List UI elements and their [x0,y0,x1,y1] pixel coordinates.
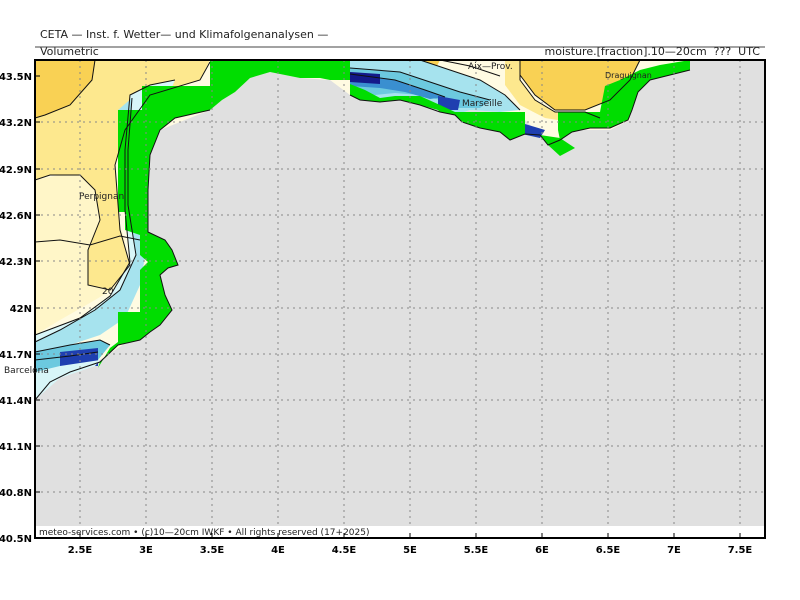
contour-line [519,60,601,119]
lon-tick-label: 6E [535,545,549,556]
lat-tick-label: 40.8N [0,488,32,499]
contour-line [519,59,641,111]
lon-tick-label: 3E [139,545,153,556]
longitude-axis: 2.5E 3E 3.5E 4E 4.5E 5E 5.5E 6E 6.5E 7E 7.5E [68,533,753,556]
mask-toulon-strip [558,60,690,140]
contour-value-label: 20 [102,287,114,297]
variable-unit-time: moisture.[fraction].10—20cm ??? UTC [544,45,760,58]
mask-islands [540,135,575,156]
lon-tick-label: 6.5E [596,545,621,556]
contour-line [419,59,521,111]
lon-tick-label: 2.5E [68,545,93,556]
contour-line [349,67,491,101]
map-title: CETA — Inst. f. Wetter— und Klimafolgena… [40,28,329,41]
lat-tick-label: 41.1N [0,442,32,453]
moisture-yellow-east [505,60,600,122]
city-label-aix: Aix—Prov. [468,62,513,72]
latitude-axis: 43.5N 43.2N 42.9N 42.6N 42.3N 42N 41.7N 41.4N 41… [0,72,40,545]
coastline-west [34,109,211,401]
mask-roussillon [98,86,210,368]
graticule [35,60,765,538]
lat-tick-label: 40.5N [0,534,32,545]
lon-tick-label: 3.5E [200,545,225,556]
lat-tick-label: 41.4N [0,396,32,407]
city-label-perpignan: Perpignan [79,192,124,202]
moisture-dark-blue-barcelona [60,348,98,366]
lat-tick-label: 42.9N [0,165,32,176]
copyright-footer: meteo-services.com • (c)10—20cm IWKF • A… [39,528,369,538]
map-frame [34,59,766,539]
mask-north-strip [210,60,350,110]
coastline [34,69,691,401]
variable-label: Volumetric [40,45,99,58]
contour-line [34,79,176,336]
moisture-orange-west [35,60,95,118]
footer-strip [36,526,764,537]
lat-tick-label: 43.5N [0,72,32,83]
lon-tick-label: 7.5E [728,545,753,556]
lat-tick-label: 42.6N [0,211,32,222]
contour-line [34,97,137,343]
lon-tick-label: 4.5E [332,545,357,556]
contour-line [34,351,99,361]
lat-tick-label: 41.7N [0,350,32,361]
land-barcelona-coast [35,360,100,400]
lon-tick-label: 7E [667,545,681,556]
contour-line [34,59,96,119]
city-label-marseille: Marseille [462,99,503,109]
lat-tick-label: 42.3N [0,257,32,268]
contour-lines [34,59,641,361]
lon-tick-label: 5.5E [464,545,489,556]
contour-line [439,59,501,77]
city-label-barcelona: Barcelona [4,366,49,376]
mask-no-data [98,60,690,368]
mask-marseille-strip [350,84,525,140]
moisture-navy-east [350,72,380,84]
contour-line [34,61,211,291]
moisture-dark-blue-marseille [438,96,460,110]
city-label-draguignan: Draguignan [605,71,652,80]
contour-line [34,235,141,246]
coastline-east [349,69,691,146]
lat-tick-label: 42N [10,304,32,315]
lon-tick-label: 4E [271,545,285,556]
contour-line [34,339,111,353]
lon-tick-label: 5E [403,545,417,556]
moisture-yellow [35,60,210,290]
lat-tick-label: 43.2N [0,118,32,129]
